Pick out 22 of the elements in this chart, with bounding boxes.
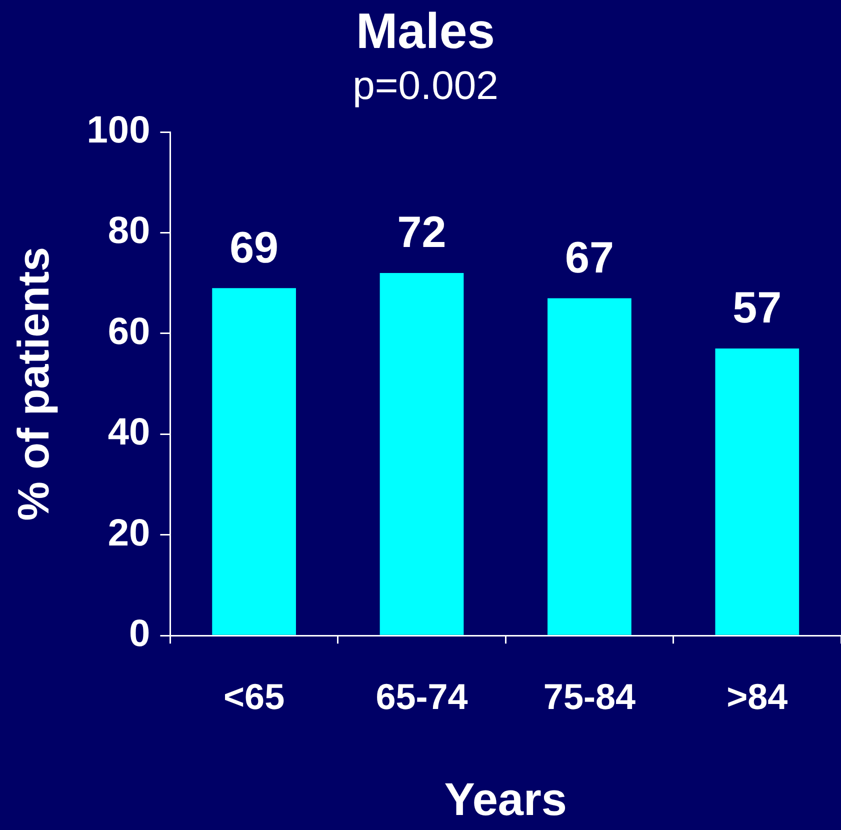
x-axis-title: Years: [444, 773, 567, 826]
chart-title: Males: [356, 2, 495, 59]
bar: [715, 348, 800, 635]
data-label: 57: [732, 284, 782, 333]
chart-subtitle: p=0.002: [352, 64, 498, 108]
y-tick-label: 0: [129, 613, 150, 656]
y-tick-label: 100: [86, 109, 150, 152]
bar: [548, 298, 632, 635]
data-label: 67: [564, 233, 614, 282]
x-tick-label: <65: [224, 676, 285, 718]
y-tick-label: 80: [108, 210, 150, 252]
x-tick-label: 65-74: [376, 676, 468, 718]
y-tick-label: 60: [108, 310, 150, 353]
x-tick-label: >84: [726, 676, 788, 718]
y-axis-title: % of patients: [10, 246, 59, 521]
y-tick-label: 40: [108, 412, 150, 454]
x-tick-label: 75-84: [543, 676, 636, 718]
bar: [380, 273, 464, 635]
y-tick-label: 20: [108, 512, 150, 554]
data-label: 69: [230, 223, 279, 272]
bar: [212, 288, 296, 635]
data-label: 72: [397, 208, 446, 258]
